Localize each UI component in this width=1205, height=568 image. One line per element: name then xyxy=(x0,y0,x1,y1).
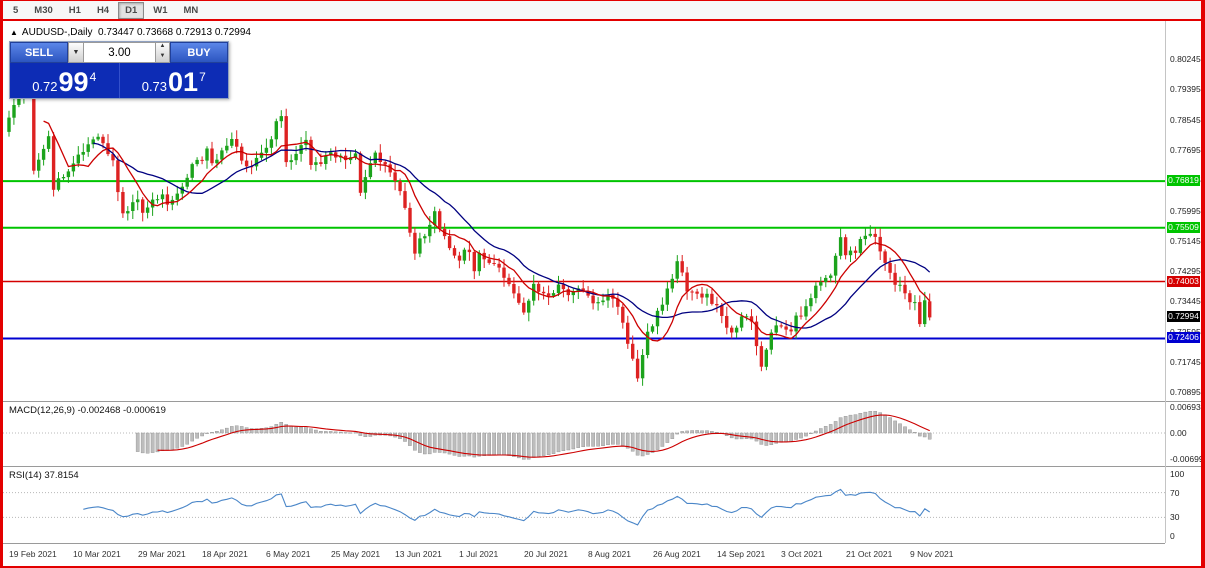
collapse-panel-icon[interactable]: ▲ xyxy=(10,28,18,37)
buy-button[interactable]: BUY xyxy=(170,42,228,63)
hline-price-badge: 0.76819 xyxy=(1167,175,1200,187)
buy-price-prefix: 0.73 xyxy=(141,79,168,94)
chart-title: ▲ AUDUSD-,Daily 0.73447 0.73668 0.72913 0… xyxy=(10,27,251,38)
date-axis-label: 25 May 2021 xyxy=(331,549,381,559)
date-axis-label: 3 Oct 2021 xyxy=(781,549,823,559)
macd-separator[interactable] xyxy=(3,401,1201,402)
buy-price-pipette: 7 xyxy=(199,70,206,84)
lot-stepper: ▲ ▼ xyxy=(155,42,170,63)
sell-button[interactable]: SELL xyxy=(10,42,68,63)
one-click-trading-panel: SELL ▼ 3.00 ▲ ▼ BUY 0.72 99 4 0.73 01 xyxy=(9,41,229,99)
date-axis-label: 9 Nov 2021 xyxy=(910,549,954,559)
price-axis-separator xyxy=(1165,21,1166,543)
date-axis-label: 19 Feb 2021 xyxy=(9,549,57,559)
rsi-separator[interactable] xyxy=(3,466,1201,467)
timeframe-h1[interactable]: H1 xyxy=(62,2,88,19)
symbol-period-label: AUDUSD-,Daily xyxy=(21,27,93,38)
hline-price-badge: 0.75509 xyxy=(1167,221,1200,233)
price-axis-label: 0.75145 xyxy=(1170,235,1201,246)
sell-price-pipette: 4 xyxy=(89,70,97,84)
rsi-axis-label: 0 xyxy=(1170,531,1175,541)
price-axis-label: 0.75995 xyxy=(1170,205,1201,216)
lot-increase-icon[interactable]: ▲ xyxy=(159,43,166,49)
price-axis-label: 0.73445 xyxy=(1170,296,1201,307)
date-axis-label: 10 Mar 2021 xyxy=(73,549,121,559)
timeframe-mn[interactable]: MN xyxy=(177,2,206,19)
timeframe-toolbar: 5 M30 H1 H4 D1 W1 MN xyxy=(3,1,1201,21)
hline-price-badge: 0.74003 xyxy=(1167,275,1200,287)
lot-dropdown-icon[interactable]: ▼ xyxy=(68,42,84,63)
timeframe-m30[interactable]: M30 xyxy=(27,2,59,19)
date-axis-label: 13 Jun 2021 xyxy=(395,549,442,559)
rsi-axis-label: 100 xyxy=(1170,469,1185,479)
trade-controls-row: SELL ▼ 3.00 ▲ ▼ BUY xyxy=(10,42,228,63)
rsi-panel xyxy=(3,488,1165,526)
timeframe-h4[interactable]: H4 xyxy=(90,2,116,19)
buy-price[interactable]: 0.73 01 7 xyxy=(120,63,229,98)
date-axis[interactable]: 19 Feb 2021 10 Mar 2021 29 Mar 2021 18 Apr … xyxy=(3,543,1165,564)
sell-price-prefix: 0.72 xyxy=(32,79,58,94)
price-chart[interactable] xyxy=(3,21,1165,401)
date-axis-label: 20 Jul 2021 xyxy=(524,549,568,559)
rsi-axis-label: 30 xyxy=(1170,512,1180,523)
timeframe-5[interactable]: 5 xyxy=(6,2,25,19)
chart-area[interactable]: 0.802450.793950.785450.776950.768450.759… xyxy=(3,21,1201,564)
price-axis-label: 0.74295 xyxy=(1170,266,1201,277)
lot-size-input[interactable]: 3.00 xyxy=(84,42,155,63)
rsi-indicator-label: RSI(14) 37.8154 xyxy=(9,470,79,481)
macd-axis-label: 0.006936 xyxy=(1170,402,1205,413)
date-axis-label: 21 Oct 2021 xyxy=(846,549,893,559)
lot-decrease-icon[interactable]: ▼ xyxy=(159,52,166,59)
date-axis-label: 29 Mar 2021 xyxy=(138,549,186,559)
date-axis-label: 8 Aug 2021 xyxy=(588,549,632,559)
price-divider xyxy=(118,63,120,98)
date-axis-label: 18 Apr 2021 xyxy=(202,549,248,559)
price-axis-label: 0.80245 xyxy=(1170,54,1201,64)
ohlc-values: 0.73447 0.73668 0.72913 0.72994 xyxy=(98,27,251,38)
price-axis-label: 0.77695 xyxy=(1170,144,1201,155)
price-axis-label: 0.70895 xyxy=(1170,387,1201,398)
price-axis-label: 0.79395 xyxy=(1170,84,1201,95)
macd-indicator-label: MACD(12,26,9) -0.002468 -0.000619 xyxy=(9,405,166,416)
date-axis-label: 26 Aug 2021 xyxy=(653,549,701,559)
rsi-axis-label: 70 xyxy=(1170,487,1180,498)
macd-panel xyxy=(3,410,1165,460)
macd-axis-label: -0.006993 xyxy=(1170,453,1205,464)
current-price-badge: 0.72994 xyxy=(1167,311,1200,323)
timeframe-w1[interactable]: W1 xyxy=(146,2,174,19)
bid-ask-row: 0.72 99 4 0.73 01 7 xyxy=(10,63,228,98)
price-axis-label: 0.78545 xyxy=(1170,114,1201,125)
buy-price-big-digits: 01 xyxy=(168,67,199,97)
date-axis-label: 14 Sep 2021 xyxy=(717,549,766,559)
price-axis-label: 0.72595 xyxy=(1170,327,1201,337)
macd-axis-label: 0.00 xyxy=(1170,428,1187,438)
timeframe-d1[interactable]: D1 xyxy=(118,1,145,19)
price-axis-label: 0.71745 xyxy=(1170,357,1201,368)
date-axis-label: 1 Jul 2021 xyxy=(459,549,499,559)
price-axis[interactable]: 0.802450.793950.785450.776950.768450.759… xyxy=(1166,21,1201,564)
date-axis-label: 6 May 2021 xyxy=(266,549,311,559)
hline-price-badge: 0.72406 xyxy=(1167,332,1200,344)
sell-price-big-digits: 99 xyxy=(58,67,89,97)
sell-price[interactable]: 0.72 99 4 xyxy=(10,63,119,98)
